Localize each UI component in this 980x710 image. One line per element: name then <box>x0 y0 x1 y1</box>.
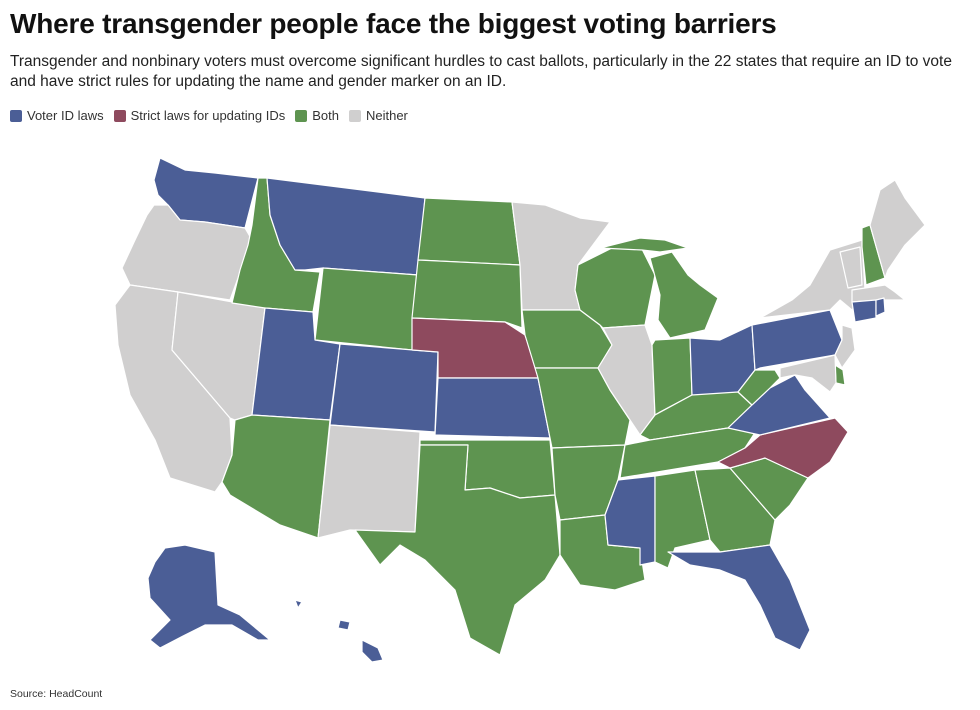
state-RI[interactable] <box>875 297 886 317</box>
state-CT[interactable] <box>851 299 877 323</box>
state-TN[interactable] <box>619 424 761 479</box>
state-MI[interactable] <box>649 251 719 339</box>
legend-swatch-neither <box>348 109 361 122</box>
state-TX[interactable] <box>354 444 561 656</box>
state-VT[interactable] <box>839 246 863 289</box>
source-note: Source: HeadCount <box>10 688 103 700</box>
state-ME[interactable] <box>869 179 926 279</box>
state-NM[interactable] <box>317 424 421 539</box>
state-AZ[interactable] <box>221 414 331 539</box>
state-SD[interactable] <box>411 259 523 329</box>
legend-label-voter-id: Voter ID laws <box>27 108 104 123</box>
us-map <box>114 157 926 663</box>
legend-swatch-both <box>295 109 308 122</box>
legend-item-strict: Strict laws for updating IDs <box>113 108 286 123</box>
state-KS[interactable] <box>434 377 551 439</box>
legend: Voter ID laws Strict laws for updating I… <box>10 108 408 123</box>
state-HI-3[interactable] <box>294 599 303 609</box>
legend-label-strict: Strict laws for updating IDs <box>130 108 286 123</box>
legend-label-both: Both <box>312 108 339 123</box>
chart-subtitle: Transgender and nonbinary voters must ov… <box>10 53 952 90</box>
state-NJ[interactable] <box>834 324 856 369</box>
legend-item-both: Both <box>295 108 339 123</box>
legend-item-neither: Neither <box>348 108 408 123</box>
state-MT[interactable] <box>266 177 426 276</box>
state-MD[interactable] <box>779 354 837 393</box>
state-HI[interactable] <box>361 639 384 663</box>
state-WY[interactable] <box>314 267 419 351</box>
state-CO[interactable] <box>329 343 439 433</box>
legend-label-neither: Neither <box>365 108 408 123</box>
legend-swatch-voter-id <box>10 109 22 122</box>
state-OR[interactable] <box>121 204 253 301</box>
state-HI-2[interactable] <box>337 619 351 631</box>
state-IL[interactable] <box>597 324 656 436</box>
legend-swatch-strict <box>113 109 126 122</box>
chart-title: Where transgender people face the bigges… <box>10 8 777 39</box>
state-WI[interactable] <box>574 244 656 329</box>
state-FL[interactable] <box>667 544 811 651</box>
state-AK[interactable] <box>147 544 271 649</box>
state-ND[interactable] <box>417 197 521 266</box>
legend-item-voter-id: Voter ID laws <box>10 108 104 123</box>
state-NH[interactable] <box>861 224 886 286</box>
state-MI-up[interactable] <box>599 237 689 253</box>
state-NC[interactable] <box>717 417 849 479</box>
